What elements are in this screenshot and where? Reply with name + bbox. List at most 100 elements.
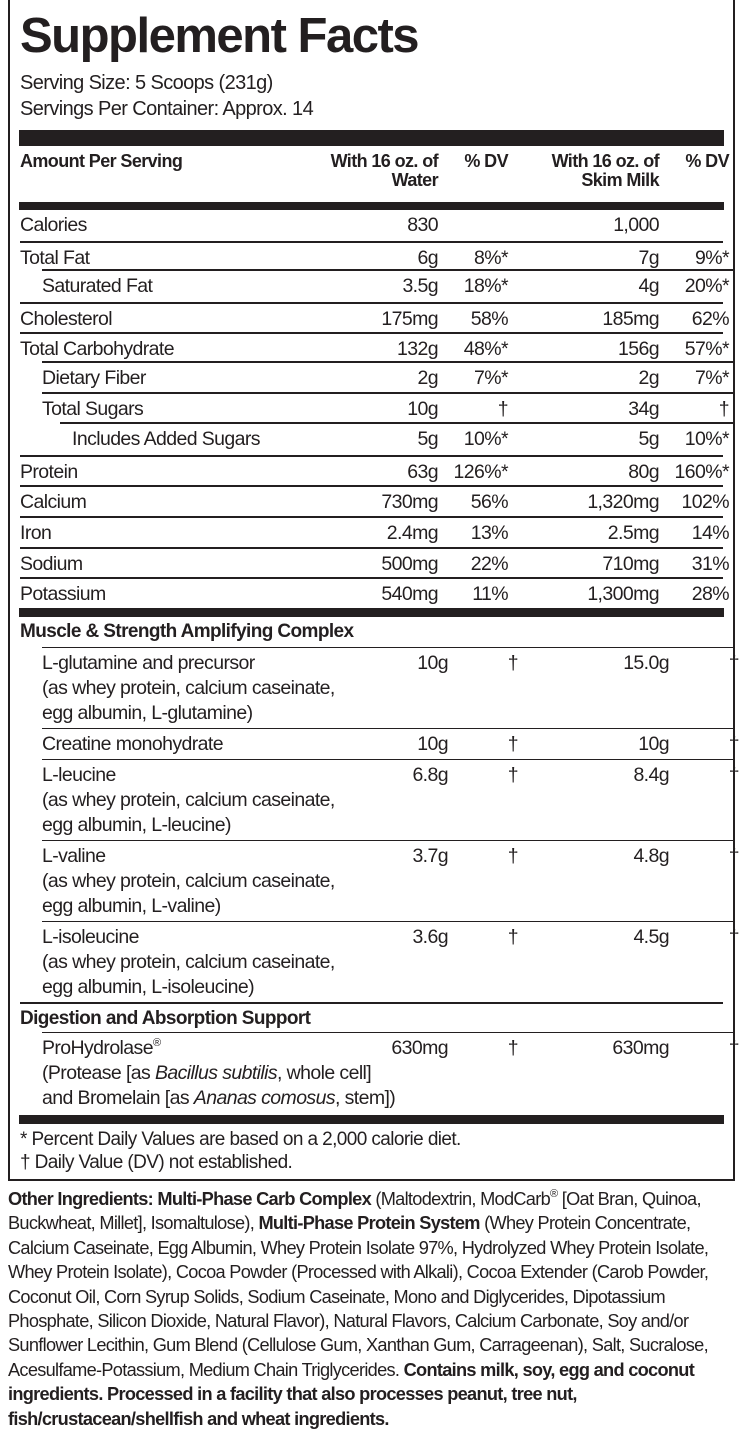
water-amount: 10g (417, 732, 448, 755)
nutrient-label: Calcium (20, 491, 87, 514)
source-text: (as whey protein, calcium caseinate, (42, 676, 335, 699)
nutrient-row: Total Sugars 10g † 34g † (20, 391, 733, 425)
ingredient-text: (Whey Protein Concentrate, Calcium Casei… (8, 1213, 709, 1380)
divider (19, 202, 724, 210)
water-amount: 3.7g (412, 844, 448, 867)
source-text: , stem]) (334, 1086, 396, 1109)
water-amount: 10g (407, 397, 438, 420)
source-text: egg albumin, L-leucine) (42, 813, 232, 836)
milk-amount: 1,000 (613, 214, 659, 236)
dv-column-header: % DV (464, 151, 508, 171)
ingredient-label: L-leucine (42, 763, 116, 786)
row-divider (42, 360, 733, 363)
nutrient-row: Protein 63g 126%* 80g 160%* (20, 454, 730, 486)
blend-ingredient-row: L-valine (as whey protein, calcium casein… (42, 839, 740, 921)
milk-dv: 31% (691, 552, 730, 575)
ingredient-name: L-valine (42, 844, 723, 869)
milk-dv: 7%* (695, 366, 730, 389)
footnotes: * Percent Daily Values are based on a 2,… (20, 1128, 723, 1174)
water-dv: 22% (470, 552, 509, 575)
milk-dv: 57%* (684, 338, 730, 361)
nutrient-row: Sodium 500mg 22% 710mg 31% (20, 546, 730, 578)
row-divider (42, 391, 733, 394)
divider (19, 130, 724, 146)
nutrient-label: Dietary Fiber (42, 366, 146, 389)
milk-amount: 1,300mg (587, 583, 659, 606)
nutrient-row: Cholesterol 175mg 58% 185mg 62% (20, 301, 730, 333)
source-text: (as whey protein, calcium caseinate, (42, 869, 335, 892)
serving-size: Serving Size: 5 Scoops (231g) (20, 72, 273, 94)
ingredient-text: ® (550, 1188, 558, 1200)
ingredient-text: [Oat Bran, Quinoa, Buckwheat, Millet], I… (8, 1189, 702, 1234)
source-text: (as whey protein, calcium caseinate, (42, 788, 335, 811)
footnote-dagger: † Daily Value (DV) not established. (20, 1151, 293, 1173)
nutrient-label: Sodium (20, 552, 83, 575)
milk-dv: 10%* (684, 428, 730, 451)
nutrient-label: Total Sugars (42, 397, 144, 420)
dv-column-header: % DV (685, 151, 729, 171)
blend-ingredient-row: L-leucine (as whey protein, calcium casei… (42, 758, 740, 840)
water-amount: 2.4mg (386, 521, 439, 544)
ingredient-source-line: egg albumin, L-leucine) (42, 813, 723, 838)
water-dv: 7%* (474, 366, 509, 389)
source-text: and Bromelain [as (42, 1086, 194, 1109)
ingredient-source-line: (as whey protein, calcium caseinate, (42, 676, 723, 701)
ingredient-source-line: (as whey protein, calcium caseinate, (42, 950, 723, 975)
nutrient-list: Calories 830 1,000 Total Fat 6g 8%* 7g 9%* Satur… (20, 210, 733, 608)
water-amount: 6.8g (412, 763, 448, 786)
milk-dv: 28% (691, 583, 730, 606)
ingredient-name: L-leucine (42, 763, 723, 788)
milk-amount: 15.0g (623, 651, 669, 674)
panel-title: Supplement Facts (20, 9, 420, 63)
ingredient-label: L-glutamine and precursor (42, 651, 255, 674)
water-amount: 500mg (381, 552, 438, 575)
ingredient-source-line: (as whey protein, calcium caseinate, (42, 788, 723, 813)
milk-amount: 7g (638, 246, 660, 269)
column-header: Amount Per Serving With 16 oz. of Water … (20, 146, 730, 202)
source-text: egg albumin, L-valine) (42, 894, 221, 917)
ingredient-name: L-isoleucine (42, 925, 723, 950)
water-amount: 63g (407, 460, 438, 483)
milk-dv: 62% (691, 307, 730, 330)
nutrient-row: Calories 830 1,000 (20, 210, 723, 241)
water-amount: 630mg (391, 1036, 448, 1059)
registered-mark: ® (152, 1036, 161, 1049)
section-heading: Muscle & Strength Amplifying Complex (20, 620, 354, 642)
footnote-dv: * Percent Daily Values are based on a 2,… (20, 1128, 461, 1150)
water-dv: 8%* (474, 246, 509, 269)
milk-dv: † (728, 925, 740, 948)
nutrient-row: Dietary Fiber 2g 7%* 2g 7%* (20, 360, 733, 394)
milk-dv: † (728, 763, 740, 786)
milk-amount: 34g (628, 397, 659, 420)
water-dv: 13% (470, 521, 509, 544)
ingredient-source-line: egg albumin, L-glutamine) (42, 701, 723, 726)
source-text: , whole cell] (277, 1061, 372, 1084)
water-amount: 175mg (381, 307, 438, 330)
nutrient-label: Saturated Fat (42, 275, 153, 298)
water-amount: 3.5g (402, 275, 438, 298)
milk-amount: 4.5g (633, 925, 669, 948)
blend-ingredient-row: Creatine monohydrate 10g † 10g † (42, 727, 740, 759)
blend-sections: Muscle & Strength Amplifying Complex L-gl… (20, 617, 740, 1113)
ingredient-text: Other Ingredients: Multi-Phase Carb Comp… (8, 1189, 372, 1209)
nutrient-label: Cholesterol (20, 307, 113, 330)
ingredient-text: Contains milk, soy, egg and coconut ingr… (8, 1359, 695, 1429)
milk-amount: 2.5mg (607, 521, 660, 544)
water-dv: 126%* (453, 460, 509, 483)
source-text: (Protease [as (42, 1061, 155, 1084)
water-column-header: With 16 oz. of Water (330, 151, 439, 190)
nutrient-row: Includes Added Sugars 5g 10%* 5g 10%* (20, 422, 733, 455)
milk-amount: 2g (638, 366, 660, 389)
water-amount: 132g (397, 338, 439, 361)
nutrient-row: Calcium 730mg 56% 1,320mg 102% (20, 485, 730, 516)
milk-amount: 630mg (612, 1036, 669, 1059)
nutrient-label: Total Carbohydrate (20, 338, 175, 361)
milk-amount: 80g (628, 460, 659, 483)
water-dv: † (507, 925, 519, 948)
ingredient-name: ProHydrolase® (42, 1036, 723, 1061)
servings-per-container: Servings Per Container: Approx. 14 (20, 98, 314, 120)
ingredient-label: ProHydrolase (42, 1036, 154, 1059)
ingredient-text: Multi-Phase Protein System (258, 1213, 480, 1234)
water-dv: † (507, 1036, 519, 1059)
row-divider (60, 422, 733, 425)
